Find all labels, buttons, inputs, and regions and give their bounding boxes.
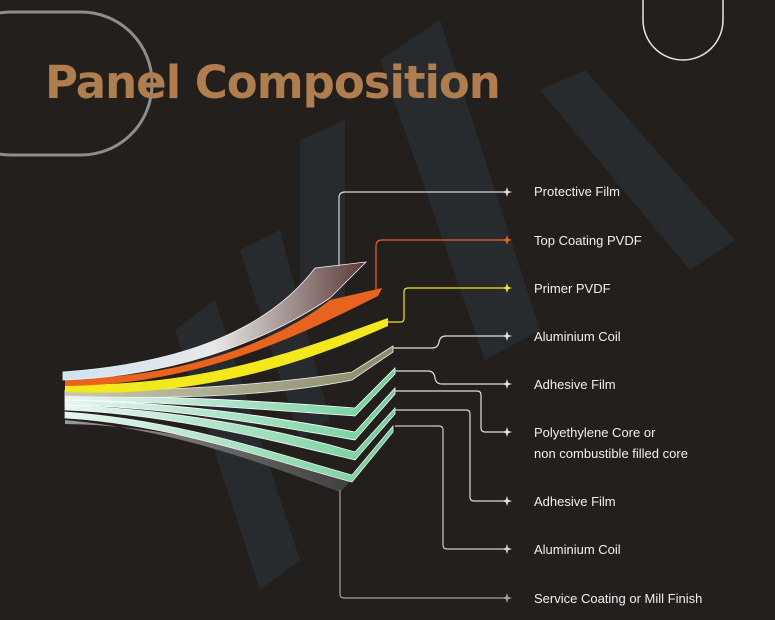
label-adhesive-film-2: Adhesive Film [534, 494, 616, 509]
layer-stack [62, 261, 396, 492]
layer-aluminium-bottom [64, 411, 394, 483]
leader-adhesive-film [395, 370, 507, 385]
label-aluminium-coil: Aluminium Coil [534, 329, 621, 344]
star-marker-icon [502, 544, 512, 554]
leader-top-coating [375, 239, 507, 292]
label-core: Polyethylene Core or [534, 425, 656, 440]
star-marker-icon [502, 496, 512, 506]
leader-core [395, 390, 507, 433]
page-title: Panel Composition [45, 56, 501, 109]
layer-top-coating [65, 288, 382, 386]
leader-aluminium-coil-2 [395, 425, 507, 550]
layer-aluminium-top [64, 345, 394, 398]
decorative-arch-outline [642, 0, 724, 61]
label-protective-film: Protective Film [534, 184, 620, 199]
star-marker-icon [502, 187, 512, 197]
leader-lines [338, 191, 507, 599]
star-marker-icon [502, 283, 512, 293]
label-core-line2: non combustible filled core [534, 446, 688, 461]
leader-adhesive-film-2 [395, 409, 507, 502]
star-marker-icon [502, 379, 512, 389]
label-primer: Primer PVDF [534, 281, 611, 296]
label-top-coating: Top Coating PVDF [534, 233, 642, 248]
layer-protective-film [62, 261, 368, 381]
decorative-pill-outline [0, 10, 154, 157]
label-service-coating: Service Coating or Mill Finish [534, 591, 703, 606]
layer-primer [65, 318, 388, 393]
leader-protective-film [338, 191, 507, 266]
leader-service-coating [339, 490, 507, 599]
star-marker-icon [502, 593, 512, 603]
leader-aluminium-coil [393, 335, 507, 349]
layer-service-coating [65, 420, 390, 492]
star-marker-icon [502, 331, 512, 341]
layer-core [64, 386, 396, 441]
label-adhesive-film: Adhesive Film [534, 377, 616, 392]
marker-stars [502, 187, 512, 603]
layer-adhesive-bottom [64, 404, 396, 461]
star-marker-icon [502, 235, 512, 245]
star-marker-icon [502, 427, 512, 437]
label-aluminium-coil-2: Aluminium Coil [534, 542, 621, 557]
leader-primer [388, 287, 507, 323]
layer-adhesive-top [64, 367, 396, 417]
